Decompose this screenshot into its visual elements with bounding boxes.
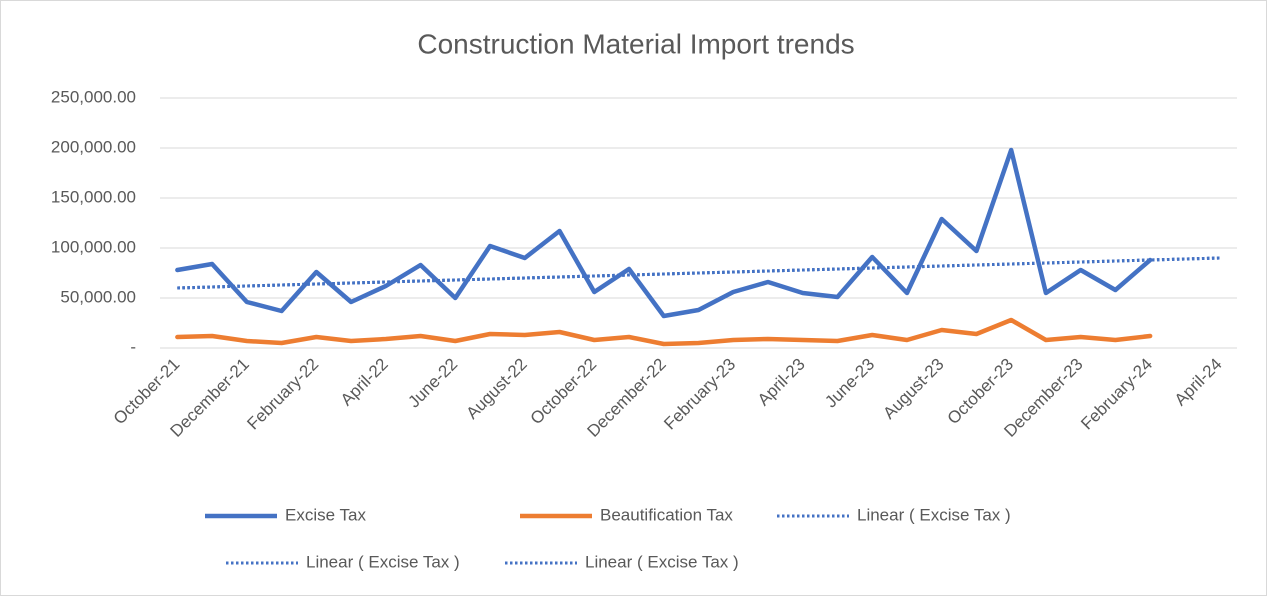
y-tick-label: 50,000.00: [60, 287, 136, 306]
legend-label: Linear ( Excise Tax ): [585, 552, 739, 571]
trendline: [177, 256, 1220, 290]
y-tick-label: 200,000.00: [51, 137, 136, 156]
chart-title: Construction Material Import trends: [417, 28, 854, 59]
series-line: [175, 317, 1153, 347]
legend-label: Beautification Tax: [600, 505, 733, 524]
legend-label: Excise Tax: [285, 505, 366, 524]
y-tick-label: -: [130, 337, 136, 356]
legend-label: Linear ( Excise Tax ): [306, 552, 460, 571]
y-tick-label: 100,000.00: [51, 237, 136, 256]
y-tick-label: 250,000.00: [51, 87, 136, 106]
y-tick-label: 150,000.00: [51, 187, 136, 206]
legend-label: Linear ( Excise Tax ): [857, 505, 1011, 524]
series-line: [175, 147, 1153, 319]
